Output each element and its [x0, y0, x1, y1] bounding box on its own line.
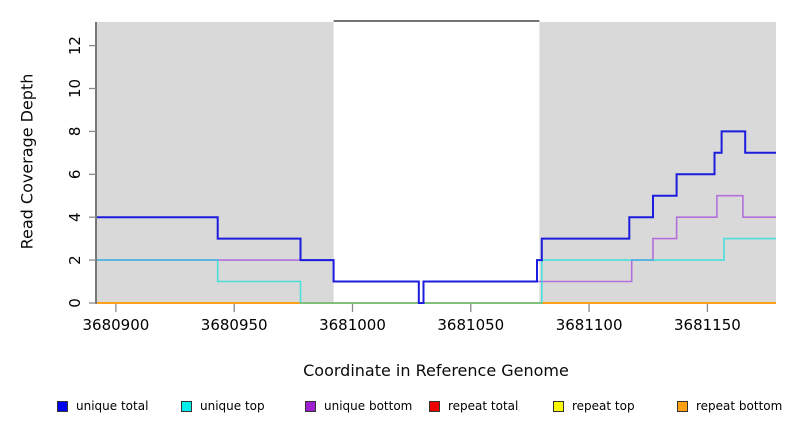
shaded-region	[539, 22, 776, 303]
legend-label: unique total	[76, 399, 149, 413]
x-tick-label: 3681150	[674, 316, 741, 334]
legend-label: unique bottom	[324, 399, 413, 413]
y-tick-label: 0	[66, 298, 84, 308]
y-tick-label: 2	[66, 255, 84, 265]
legend-item-repeat-top: repeat top	[553, 399, 635, 413]
x-tick-label: 3681100	[556, 316, 623, 334]
legend-item-repeat-bottom: repeat bottom	[677, 399, 782, 413]
legend-swatch-unique-top	[181, 400, 192, 412]
legend-item-unique-total: unique total	[57, 399, 148, 413]
legend-swatch-repeat-total	[429, 400, 440, 412]
y-tick-label: 12	[66, 36, 84, 55]
x-tick-label: 3680950	[201, 316, 268, 334]
x-axis-ticks: 3680900 3680950 3681000 3681050 3681100 36811…	[82, 304, 741, 334]
legend-swatch-repeat-top	[553, 400, 564, 412]
y-axis-label: Read Coverage Depth	[17, 73, 37, 250]
x-axis-label: Coordinate in Reference Genome	[303, 361, 569, 380]
x-tick-label: 3681000	[319, 316, 386, 334]
legend-label: unique top	[200, 399, 265, 413]
legend-item-repeat-total: repeat total	[429, 399, 518, 413]
x-tick-label: 3680900	[82, 316, 149, 334]
legend-item-unique-bottom: unique bottom	[305, 399, 412, 413]
x-tick-label: 3681050	[437, 316, 504, 334]
y-tick-label: 8	[66, 127, 84, 137]
y-axis-ticks: 0 2 4 6 8 10 12	[66, 36, 96, 308]
y-tick-label: 6	[66, 170, 84, 180]
shaded-region	[97, 22, 334, 303]
chart-legend: unique total unique top unique bottom repea…	[0, 399, 792, 417]
legend-label: repeat bottom	[696, 399, 783, 413]
legend-label: repeat total	[448, 399, 519, 413]
series-unique-total	[97, 130, 776, 304]
legend-swatch-unique-total	[57, 400, 68, 412]
legend-item-unique-top: unique top	[181, 399, 265, 413]
y-tick-label: 10	[66, 79, 84, 98]
y-tick-label: 4	[66, 212, 84, 222]
legend-label: repeat top	[572, 399, 635, 413]
legend-swatch-unique-bottom	[305, 400, 316, 412]
legend-swatch-repeat-bottom	[677, 400, 688, 412]
